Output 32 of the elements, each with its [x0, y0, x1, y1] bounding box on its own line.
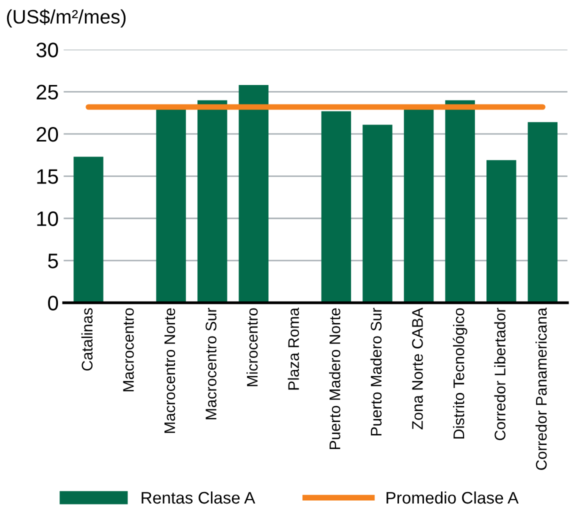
x-tick-label: Zona Norte CABA: [412, 308, 423, 430]
y-tick-label: 0: [48, 296, 58, 311]
bar: [486, 160, 516, 303]
bar: [321, 111, 352, 303]
x-tick-label: Catalinas: [81, 308, 93, 371]
x-tick-label: Puerto Madero Sur: [370, 308, 382, 436]
x-tick-label: Corredor Panamericana: [536, 308, 547, 470]
y-axis-title: (US$/m²/mes): [6, 9, 126, 28]
x-tick-label: Plaza Roma: [288, 308, 300, 390]
y-tick-label: 30: [36, 42, 58, 58]
x-tick-label: Distrito Tecnológico: [452, 308, 468, 439]
legend-label: Rentas Clase A: [142, 491, 256, 504]
bar: [156, 108, 186, 303]
bar: [197, 100, 228, 303]
y-tick-label: 10: [37, 211, 58, 226]
y-tick-label: 5: [48, 254, 58, 268]
x-tick-label: Puerto Madero Norte: [329, 308, 340, 450]
legend-label: Promedio Clase A: [386, 491, 519, 504]
bar: [74, 156, 104, 303]
y-tick-label: 25: [36, 84, 58, 100]
x-tick-label: Macrocentro: [123, 308, 134, 392]
x-tick-label: Corredor Libertador: [494, 308, 506, 440]
bar: [362, 124, 392, 303]
bar: [238, 85, 268, 303]
x-tick-label: Macrocentro Norte: [164, 308, 176, 433]
y-tick-label: 20: [36, 126, 58, 142]
bar: [404, 108, 434, 303]
y-tick-label: 15: [37, 169, 58, 184]
x-tick-label: Microcentro: [246, 308, 258, 386]
x-tick-label: Macrocentro Sur: [206, 308, 216, 420]
bar: [528, 122, 558, 303]
bar: [445, 100, 475, 303]
